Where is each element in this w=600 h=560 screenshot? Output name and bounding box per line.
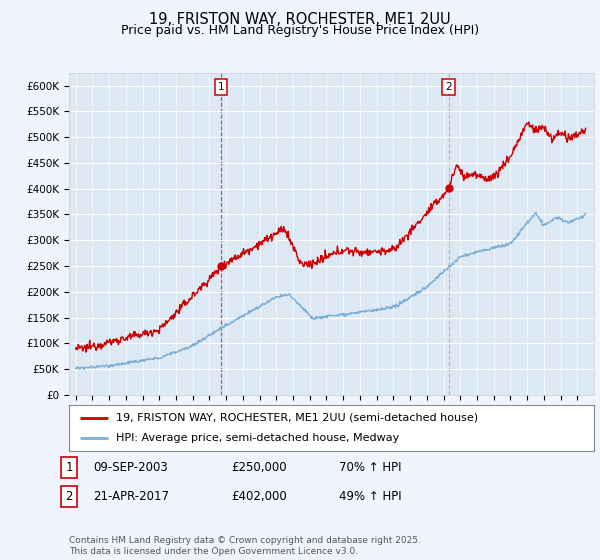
Text: 70% ↑ HPI: 70% ↑ HPI (339, 461, 401, 474)
Text: 19, FRISTON WAY, ROCHESTER, ME1 2UU: 19, FRISTON WAY, ROCHESTER, ME1 2UU (149, 12, 451, 27)
Text: Price paid vs. HM Land Registry's House Price Index (HPI): Price paid vs. HM Land Registry's House … (121, 24, 479, 36)
Text: 09-SEP-2003: 09-SEP-2003 (93, 461, 168, 474)
Text: 2: 2 (65, 490, 73, 503)
Text: 19, FRISTON WAY, ROCHESTER, ME1 2UU (semi-detached house): 19, FRISTON WAY, ROCHESTER, ME1 2UU (sem… (116, 413, 478, 423)
Text: 1: 1 (218, 82, 224, 92)
Text: HPI: Average price, semi-detached house, Medway: HPI: Average price, semi-detached house,… (116, 433, 400, 443)
Text: £402,000: £402,000 (231, 490, 287, 503)
Text: 21-APR-2017: 21-APR-2017 (93, 490, 169, 503)
Text: Contains HM Land Registry data © Crown copyright and database right 2025.
This d: Contains HM Land Registry data © Crown c… (69, 536, 421, 556)
Text: 2: 2 (445, 82, 452, 92)
Text: 1: 1 (65, 461, 73, 474)
Text: £250,000: £250,000 (231, 461, 287, 474)
Text: 49% ↑ HPI: 49% ↑ HPI (339, 490, 401, 503)
